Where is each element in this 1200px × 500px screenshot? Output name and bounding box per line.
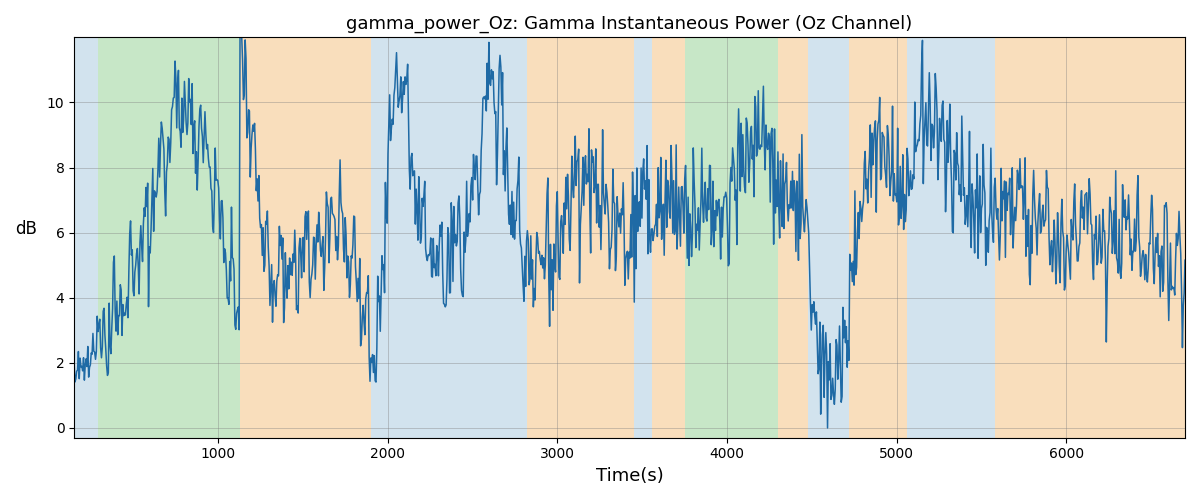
Bar — [995, 38, 1019, 438]
Bar — [685, 38, 778, 438]
Y-axis label: dB: dB — [14, 220, 37, 238]
Bar — [907, 38, 995, 438]
Bar — [809, 38, 850, 438]
Bar — [240, 38, 371, 438]
Bar — [98, 38, 240, 438]
Bar — [653, 38, 685, 438]
Bar — [778, 38, 809, 438]
Bar — [1019, 38, 1186, 438]
Bar — [634, 38, 653, 438]
Title: gamma_power_Oz: Gamma Instantaneous Power (Oz Channel): gamma_power_Oz: Gamma Instantaneous Powe… — [347, 15, 913, 34]
Bar — [850, 38, 907, 438]
Bar — [527, 38, 634, 438]
Bar — [74, 38, 98, 438]
X-axis label: Time(s): Time(s) — [595, 467, 664, 485]
Bar — [371, 38, 527, 438]
